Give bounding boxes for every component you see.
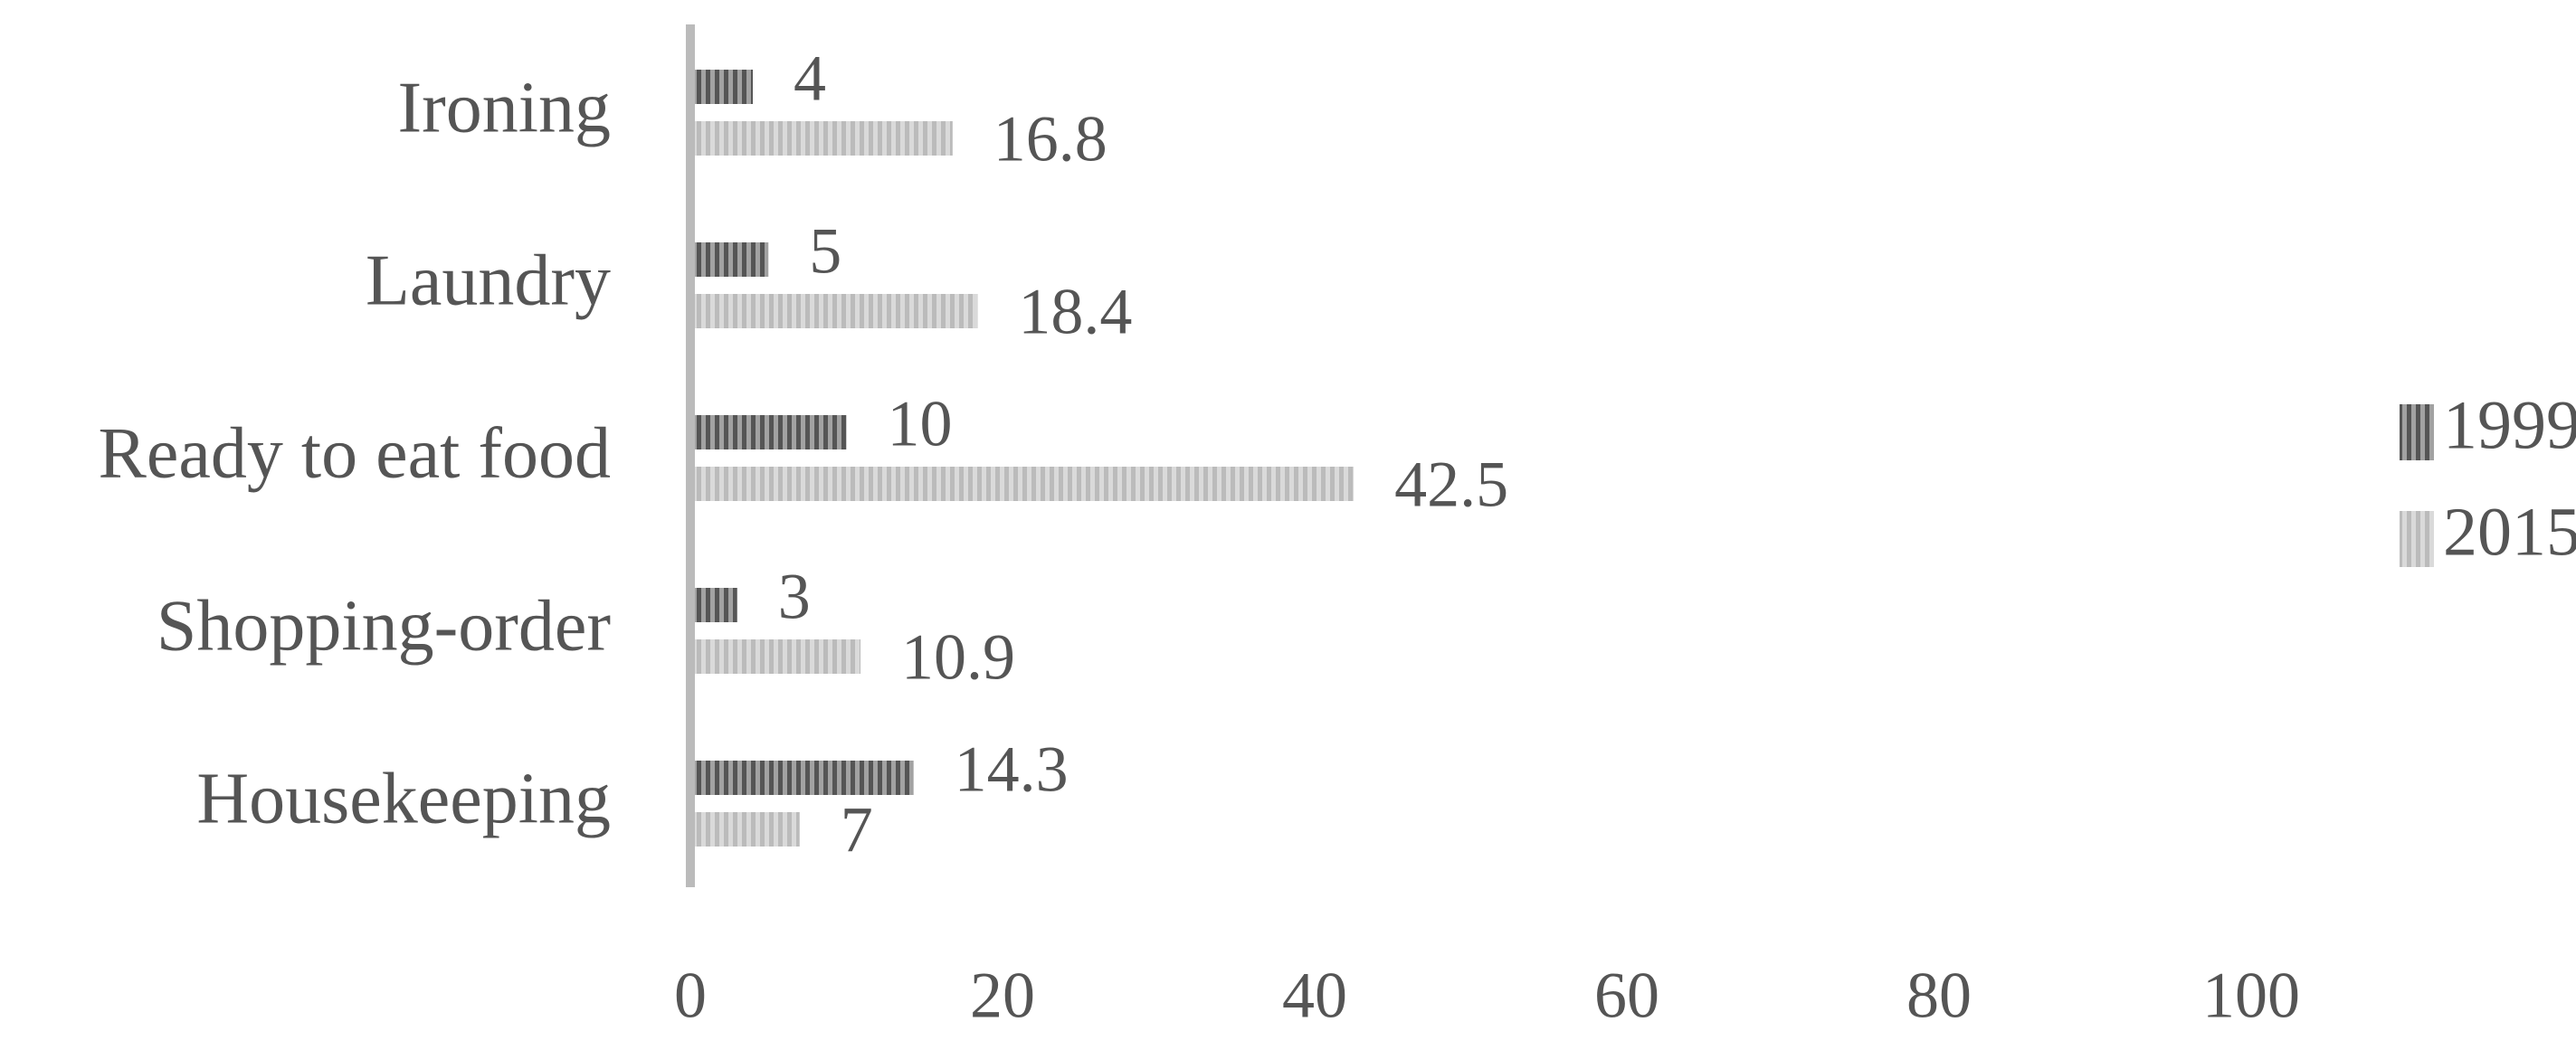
- value-label: 10: [888, 388, 953, 460]
- y-tick-label: Ironing: [397, 68, 611, 147]
- value-label: 16.8: [993, 103, 1107, 175]
- value-label: 14.3: [955, 733, 1069, 806]
- value-label: 7: [841, 794, 873, 866]
- legend-label: 2015: [2443, 494, 2576, 570]
- value-label: 18.4: [1018, 276, 1132, 348]
- legend-swatch: [2400, 511, 2434, 567]
- value-label: 4: [794, 43, 826, 115]
- bar: [690, 467, 1355, 501]
- value-label: 10.9: [901, 621, 1015, 694]
- value-label: 42.5: [1394, 449, 1508, 521]
- x-tick-label: 80: [1906, 960, 1972, 1032]
- bar: [690, 242, 769, 277]
- bar: [690, 812, 800, 847]
- value-label: 3: [778, 561, 811, 633]
- y-tick-label: Laundry: [366, 241, 611, 320]
- bar: [690, 70, 753, 104]
- bar: [690, 294, 978, 328]
- y-tick-label: Shopping-order: [157, 586, 611, 666]
- bar: [690, 415, 847, 449]
- value-label: 5: [809, 215, 841, 288]
- x-tick-label: 40: [1282, 960, 1347, 1032]
- legend-label: 1999: [2443, 387, 2576, 463]
- x-tick-label: 60: [1594, 960, 1659, 1032]
- x-tick-label: 100: [2202, 960, 2300, 1032]
- legend-swatch: [2400, 404, 2434, 460]
- x-tick-label: 0: [674, 960, 707, 1032]
- y-tick-label: Housekeeping: [196, 759, 611, 838]
- bar: [690, 761, 914, 795]
- x-tick-label: 20: [970, 960, 1035, 1032]
- bar: [690, 588, 737, 622]
- bar: [690, 121, 953, 156]
- bar: [690, 639, 861, 674]
- y-tick-label: Ready to eat food: [99, 413, 611, 493]
